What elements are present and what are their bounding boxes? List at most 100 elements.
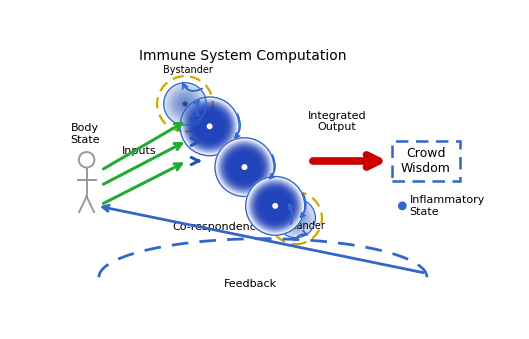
Circle shape [203,120,216,133]
Circle shape [235,158,253,176]
Circle shape [179,98,190,109]
Circle shape [270,201,280,211]
Circle shape [287,209,305,227]
Circle shape [253,184,297,228]
Circle shape [261,192,289,220]
Circle shape [187,104,232,148]
Circle shape [191,107,229,145]
Circle shape [204,121,215,132]
Circle shape [224,147,265,187]
Circle shape [236,159,253,175]
Circle shape [230,153,259,182]
Circle shape [257,188,293,224]
Circle shape [257,187,294,224]
Circle shape [221,143,268,191]
Circle shape [242,165,247,170]
Circle shape [174,93,196,115]
Circle shape [252,183,298,228]
Circle shape [279,201,313,235]
Circle shape [267,198,284,214]
Circle shape [208,125,211,128]
Circle shape [198,115,221,138]
Circle shape [167,85,204,122]
Circle shape [193,110,226,143]
Circle shape [188,105,231,147]
Circle shape [184,101,235,152]
Circle shape [169,88,200,119]
Text: Inputs: Inputs [122,146,156,156]
Circle shape [268,199,282,213]
Circle shape [263,194,287,218]
Circle shape [190,107,229,146]
Circle shape [239,161,250,173]
Text: Crowd
Wisdom: Crowd Wisdom [401,147,451,175]
Circle shape [285,208,306,228]
Circle shape [259,190,291,222]
Circle shape [248,178,303,234]
Circle shape [195,112,224,141]
Circle shape [290,213,301,223]
Circle shape [251,182,299,230]
Circle shape [183,102,187,106]
Circle shape [260,191,291,221]
Circle shape [233,156,256,179]
Circle shape [180,97,239,156]
Circle shape [240,163,249,171]
Circle shape [269,199,282,212]
Circle shape [193,109,227,143]
Circle shape [273,203,278,208]
Circle shape [277,200,314,236]
Circle shape [226,148,263,186]
Circle shape [209,125,211,127]
Circle shape [284,206,307,230]
Text: Co-respondence: Co-respondence [172,222,263,232]
Circle shape [187,103,233,149]
Circle shape [185,102,234,151]
Circle shape [219,142,270,192]
Circle shape [207,124,212,128]
Circle shape [189,106,230,147]
Circle shape [202,118,218,135]
Circle shape [295,217,297,219]
Circle shape [272,203,278,209]
Circle shape [197,113,223,139]
Circle shape [266,197,284,215]
Circle shape [177,95,194,113]
Circle shape [178,97,192,111]
Circle shape [399,202,406,210]
Circle shape [200,117,218,135]
Circle shape [281,204,310,233]
Circle shape [273,204,277,207]
Circle shape [222,144,267,190]
Circle shape [234,157,255,178]
Circle shape [293,216,298,221]
Circle shape [276,199,315,238]
Circle shape [249,180,302,232]
Circle shape [181,98,238,155]
Circle shape [237,160,252,175]
Circle shape [216,139,273,196]
Circle shape [244,166,245,168]
Circle shape [225,147,264,187]
Circle shape [197,114,222,139]
Circle shape [264,195,286,216]
Circle shape [242,165,247,170]
Circle shape [264,195,287,217]
Circle shape [248,179,302,233]
Circle shape [181,100,189,108]
Circle shape [231,154,258,180]
Circle shape [194,111,225,142]
Circle shape [292,214,299,222]
Text: Immune System Computation: Immune System Computation [139,49,346,63]
Circle shape [163,83,206,125]
Circle shape [206,122,214,131]
Circle shape [226,149,262,185]
Circle shape [294,216,297,220]
Circle shape [202,119,217,134]
Circle shape [269,200,281,212]
Circle shape [243,165,246,169]
Circle shape [220,143,269,192]
Circle shape [241,164,248,171]
Text: Inflammatory
State: Inflammatory State [409,195,485,217]
Circle shape [182,101,188,107]
